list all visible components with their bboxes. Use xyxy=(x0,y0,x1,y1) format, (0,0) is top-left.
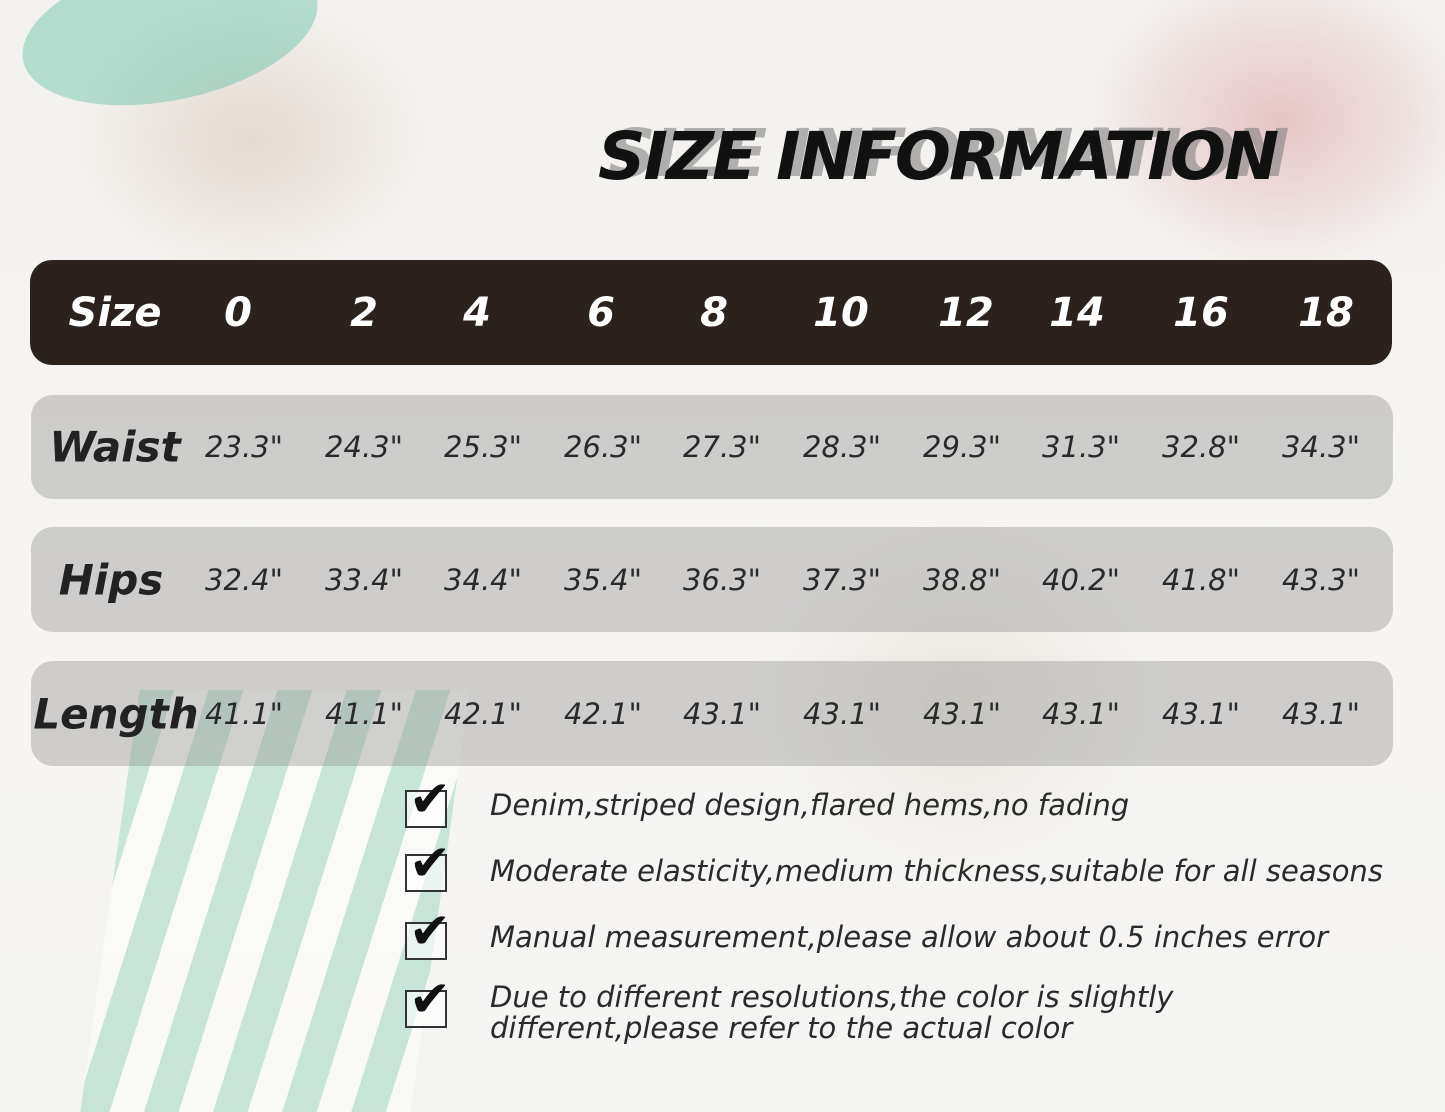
feature-item: Due to different resolutions,the color i… xyxy=(490,980,1174,1045)
checkbox-checked-icon: ✔ xyxy=(405,902,451,960)
size-column-header: 16 xyxy=(1173,289,1229,336)
feature-item: Manual measurement,please allow about 0.… xyxy=(490,920,1329,954)
size-column-header: 0 xyxy=(224,289,252,336)
table-cell: 32.8" xyxy=(1162,430,1240,464)
table-cell: 41.1" xyxy=(325,696,403,731)
table-cell: 32.4" xyxy=(205,562,283,597)
table-cell: 41.1" xyxy=(205,696,283,731)
table-cell: 34.3" xyxy=(1282,430,1360,464)
table-cell: 43.1" xyxy=(923,696,1001,731)
table-cell: 42.1" xyxy=(444,696,522,731)
size-column-header: 10 xyxy=(813,289,869,336)
background-hat xyxy=(8,0,332,130)
row-label: Waist xyxy=(49,422,181,472)
table-cell: 37.3" xyxy=(803,562,881,597)
feature-item: Moderate elasticity,medium thickness,sui… xyxy=(490,854,1383,888)
size-column-header: 4 xyxy=(463,289,491,336)
table-cell: 43.1" xyxy=(1282,696,1360,731)
size-header-label: Size xyxy=(68,289,162,336)
table-cell: 42.1" xyxy=(564,696,642,731)
checkbox-checked-icon: ✔ xyxy=(405,970,451,1028)
waist-row: Waist 23.3" 24.3" 25.3" 26.3" 27.3" 28.3" 29.3"… xyxy=(31,395,1393,499)
table-cell: 40.2" xyxy=(1042,562,1120,597)
table-cell: 26.3" xyxy=(564,430,642,464)
table-cell: 34.4" xyxy=(444,562,522,597)
table-cell: 41.8" xyxy=(1162,562,1240,597)
row-label: Length xyxy=(33,689,199,738)
table-cell: 24.3" xyxy=(325,430,403,464)
size-column-header: 6 xyxy=(587,289,615,336)
table-cell: 35.4" xyxy=(564,562,642,597)
checkbox-checked-icon: ✔ xyxy=(405,834,451,892)
table-cell: 28.3" xyxy=(803,430,881,464)
size-column-header: 12 xyxy=(938,289,994,336)
table-cell: 31.3" xyxy=(1042,430,1120,464)
length-row: Length 41.1" 41.1" 42.1" 42.1" 43.1" 43.1" 43.1… xyxy=(31,661,1393,766)
table-cell: 29.3" xyxy=(923,430,1001,464)
table-cell: 43.1" xyxy=(1042,696,1120,731)
size-header-row: Size 0 2 4 6 8 10 12 14 16 18 xyxy=(30,260,1392,365)
table-cell: 33.4" xyxy=(325,562,403,597)
checkbox-checked-icon: ✔ xyxy=(405,770,451,828)
table-cell: 43.1" xyxy=(1162,696,1240,731)
feature-item: Denim,striped design,flared hems,no fadi… xyxy=(490,788,1130,822)
table-cell: 27.3" xyxy=(683,430,761,464)
table-cell: 25.3" xyxy=(444,430,522,464)
table-cell: 36.3" xyxy=(683,562,761,597)
checkmark-icon: ✔ xyxy=(409,834,451,892)
size-column-header: 8 xyxy=(700,289,728,336)
hips-row: Hips 32.4" 33.4" 34.4" 35.4" 36.3" 37.3" 38.8" 4… xyxy=(31,527,1393,632)
table-cell: 43.1" xyxy=(683,696,761,731)
checkmark-icon: ✔ xyxy=(409,902,451,960)
size-column-header: 18 xyxy=(1298,289,1354,336)
checkmark-icon: ✔ xyxy=(409,770,451,828)
table-cell: 23.3" xyxy=(205,430,283,464)
size-column-header: 2 xyxy=(350,289,378,336)
size-column-header: 14 xyxy=(1049,289,1105,336)
table-cell: 43.1" xyxy=(803,696,881,731)
row-label: Hips xyxy=(58,555,164,604)
page-title: SIZE INFORMATION xyxy=(598,118,1279,195)
checkmark-icon: ✔ xyxy=(409,970,451,1028)
table-cell: 38.8" xyxy=(923,562,1001,597)
table-cell: 43.3" xyxy=(1282,562,1360,597)
